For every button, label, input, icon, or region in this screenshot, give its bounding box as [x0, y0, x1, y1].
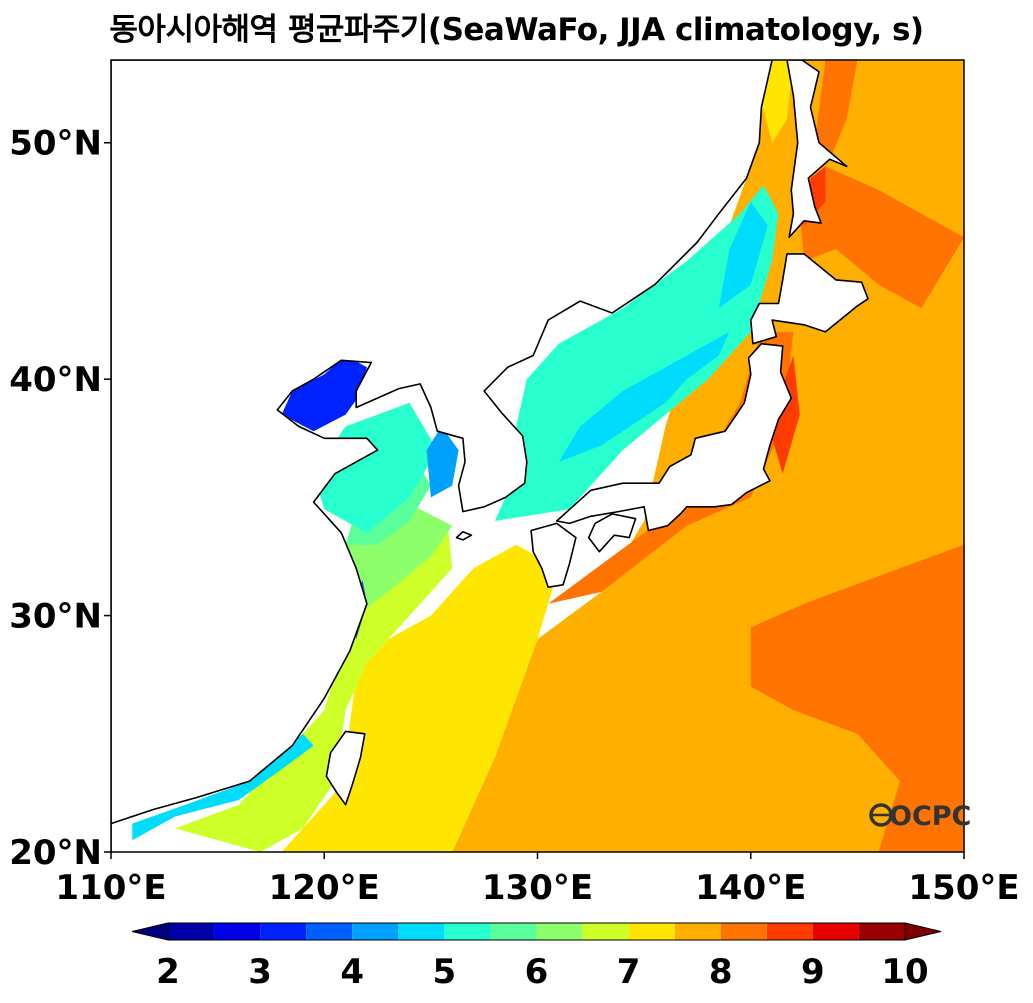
land-shikoku — [587, 513, 637, 553]
field-patch-9 — [175, 525, 453, 852]
colorbar-bin-3 — [306, 923, 353, 940]
land-hokkaido — [749, 253, 869, 345]
x-tick-label-4: 150°E — [908, 868, 1019, 908]
field-patch-12 — [313, 402, 438, 533]
colorbar-bin-5 — [398, 923, 445, 940]
y-tick-label-2: 40°N — [9, 360, 102, 400]
logo-text: OCPC — [889, 801, 971, 832]
y-tick-label-0: 20°N — [9, 833, 102, 873]
longitude-axis: 110°E 120°E 130°E 140°E 150°E — [55, 852, 1020, 908]
colorbar-over-arrow — [904, 922, 942, 941]
colorbar-bin-11 — [674, 923, 721, 940]
colorbar-tick-label-1: 3 — [248, 952, 272, 992]
field-patch-3 — [799, 166, 964, 309]
colorbar-tick-label-0: 2 — [156, 952, 180, 992]
colorbar-bin-8 — [536, 923, 583, 940]
x-tick-label-1: 120°E — [269, 868, 380, 908]
field-patch-14 — [558, 331, 730, 462]
colorbar-bin-15 — [858, 923, 905, 940]
colorbar-bin-2 — [260, 923, 307, 940]
colorbar-tick-label-3: 5 — [433, 952, 457, 992]
colorbar-outline — [167, 922, 906, 941]
field-patch-16 — [132, 733, 314, 841]
colorbar-bin-10 — [628, 923, 675, 940]
land-jeju — [455, 530, 473, 541]
x-tick-label-2: 130°E — [482, 868, 593, 908]
colorbar-bin-13 — [766, 923, 813, 940]
field-patch-15 — [718, 201, 768, 309]
colorbar-tick-label-8: 10 — [881, 952, 928, 992]
colorbar-bin-14 — [812, 923, 859, 940]
colorbar-bin-12 — [720, 923, 767, 940]
field-patch-18 — [426, 426, 459, 498]
land-honshu — [555, 342, 793, 532]
colorbar-tick-label-5: 7 — [617, 952, 641, 992]
field-patch-2 — [750, 544, 964, 852]
field-patch-13 — [494, 185, 779, 522]
field-patch-4 — [814, 60, 858, 155]
colorbar-tick-label-7: 9 — [801, 952, 825, 992]
x-tick-label-0: 110°E — [55, 868, 166, 908]
field-patch-5 — [772, 355, 800, 474]
colorbar-bin-9 — [582, 923, 629, 940]
colorbar-tick-label-4: 6 — [525, 952, 549, 992]
colorbar-bin-4 — [352, 923, 399, 940]
colorbar-bin-7 — [490, 923, 537, 940]
logo-label: OCPC — [889, 801, 971, 832]
colorbar-tick-label-2: 4 — [340, 952, 364, 992]
colorbar-tick-label-6: 8 — [709, 952, 733, 992]
latitude-axis: 20°N 30°N 40°N 50°N — [9, 124, 111, 873]
field-patch-20 — [281, 355, 367, 432]
y-tick-label-3: 50°N — [9, 124, 102, 164]
colorbar-bin-1 — [214, 923, 261, 940]
land-kyushu — [530, 522, 577, 589]
y-tick-label-1: 30°N — [9, 597, 102, 637]
map-title: 동아시아해역 평균파주기(SeaWaFo, JJA climatology, s… — [109, 12, 924, 48]
land-asia-mainland — [111, 60, 773, 852]
land-masses — [111, 60, 869, 852]
x-tick-label-3: 140°E — [695, 868, 806, 908]
land-sakhalin — [786, 60, 848, 239]
colorbar-bin-6 — [444, 923, 491, 940]
colorbar: 2 3 4 5 6 7 8 9 10 — [131, 922, 942, 992]
land-taiwan — [325, 730, 366, 806]
colorbar-under-arrow — [131, 922, 169, 941]
colorbar-bin-0 — [168, 923, 215, 940]
ocpc-logo: OCPC — [869, 801, 971, 832]
